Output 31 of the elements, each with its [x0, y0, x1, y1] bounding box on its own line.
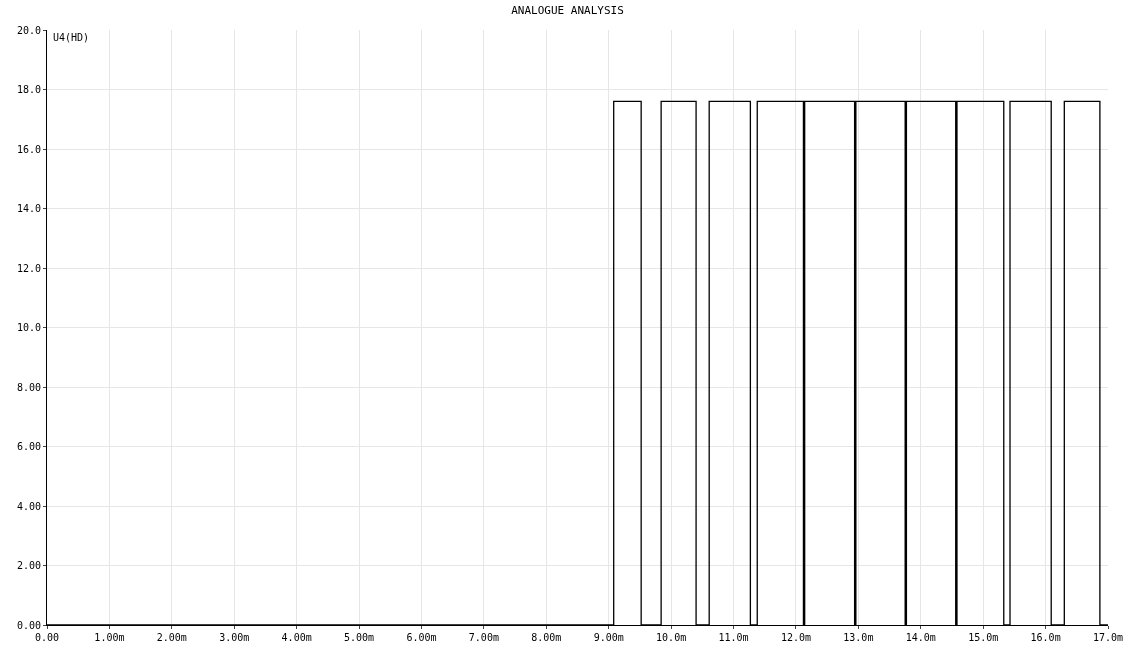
- x-tick-label: 4.00m: [281, 632, 312, 643]
- x-tick-label: 6.00m: [406, 632, 437, 643]
- x-tick-label: 8.00m: [531, 632, 562, 643]
- x-tick-label: 10.0m: [656, 632, 687, 643]
- y-tick-label: 6.00: [16, 441, 41, 452]
- y-tick-label: 14.0: [16, 203, 41, 214]
- x-tick-label: 16.0m: [1030, 632, 1061, 643]
- x-tick-label: 5.00m: [344, 632, 375, 643]
- x-tick-label: 14.0m: [905, 632, 936, 643]
- y-tick-label: 8.00: [16, 381, 41, 393]
- x-tick-label: 13.0m: [843, 632, 874, 643]
- x-tick-label: 9.00m: [593, 632, 624, 643]
- text: U4(HD): [53, 32, 90, 43]
- y-tick-label: 2.00: [16, 560, 41, 571]
- y-tick-label: 10.0: [16, 322, 41, 333]
- y-tick-label: 16.0: [16, 143, 41, 155]
- y-tick-label: 18.0: [16, 84, 41, 95]
- x-tick-label: 7.00m: [468, 632, 499, 643]
- chart-title: ANALOGUE ANALYSIS: [511, 4, 624, 18]
- y-tick-label: 12.0: [16, 262, 41, 274]
- x-tick-label: 17.0m: [1092, 632, 1124, 643]
- y-tick-label: 20.0: [16, 24, 41, 36]
- x-tick-label: 12.0m: [780, 632, 811, 643]
- x-tick-label: 11.0m: [718, 632, 749, 643]
- y-tick-label: 0.00: [16, 619, 41, 631]
- x-tick-label: 1.00m: [94, 632, 125, 643]
- x-tick-label: 2.00m: [156, 632, 187, 643]
- x-tick-label: 0.00: [34, 632, 60, 643]
- y-tick-label: 4.00: [16, 500, 41, 512]
- x-tick-label: 3.00m: [219, 632, 250, 643]
- x-tick-label: 15.0m: [968, 632, 999, 643]
